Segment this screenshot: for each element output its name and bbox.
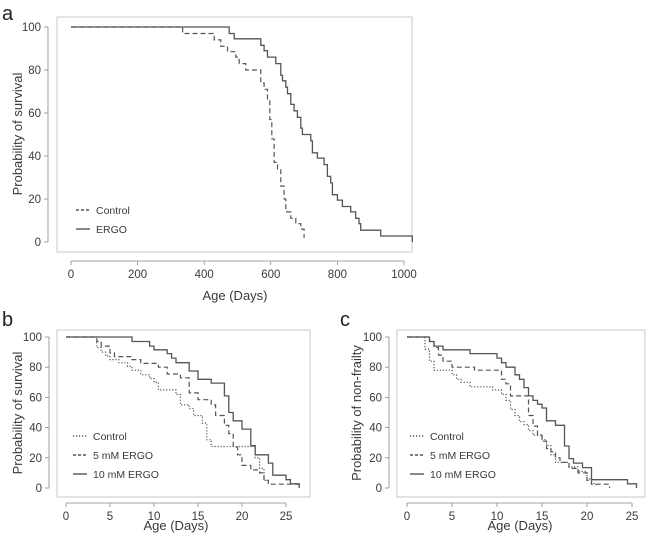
panel-c-y-tick-label: 40 xyxy=(369,423,382,435)
panel-b-series-control xyxy=(66,336,269,485)
panel-a-x-tick-label: 800 xyxy=(328,269,347,281)
panel-c-y-axis-title: Probability of non-frailty xyxy=(349,345,364,481)
panel-b-y-tick-label: 100 xyxy=(23,332,42,344)
panel-c-series-control xyxy=(407,336,597,487)
panel-c-x-tick-label: 5 xyxy=(449,511,455,523)
panel-a-label: a xyxy=(2,3,14,25)
panel-a: a Age (Days) Probability of survival 0 20… xyxy=(2,3,417,303)
panel-c: c Age (Days) Probability of non-frailty … xyxy=(340,309,646,533)
panel-b-legend-label: 10 mM ERGO xyxy=(93,469,159,481)
panel-c-y-tick-label: 0 xyxy=(376,483,382,495)
panel-b-y-tick-label: 80 xyxy=(29,362,42,374)
panel-b-label: b xyxy=(2,309,13,331)
panel-c-plot-frame xyxy=(396,329,646,498)
panel-a-x-tick-label: 1000 xyxy=(391,269,417,281)
panel-a-plot-frame xyxy=(56,16,413,253)
panel-b-y-tick-label: 20 xyxy=(29,453,42,465)
panel-b-y-tick-label: 0 xyxy=(36,483,42,495)
panel-a-x-tick-label: 200 xyxy=(128,269,147,281)
panel-b: b Age (Days) Probability of survival 0 5 1… xyxy=(2,309,311,533)
panel-b-x-tick-label: 5 xyxy=(107,511,113,523)
panel-a-y-tick-label: 0 xyxy=(35,237,41,249)
panel-b-y-tick-label: 40 xyxy=(29,423,42,435)
panel-b-x-tick-label: 20 xyxy=(236,511,249,523)
panel-a-x-tick-label: 400 xyxy=(195,269,214,281)
panel-b-x-tick-label: 10 xyxy=(148,511,161,523)
panel-c-legend-label: 10 mM ERGO xyxy=(430,469,496,481)
panel-c-x-tick-label: 20 xyxy=(581,511,594,523)
panel-c-x-tick-label: 10 xyxy=(491,511,504,523)
panel-c-y-tick-label: 100 xyxy=(363,332,382,344)
panel-c-x-axis-title: Age (Days) xyxy=(487,518,552,533)
panel-c-label: c xyxy=(340,309,350,331)
panel-b-x-tick-label: 25 xyxy=(280,511,293,523)
panel-a-x-tick-label: 0 xyxy=(68,269,74,281)
panel-c-legend-label: Control xyxy=(430,431,464,443)
panel-b-x-tick-label: 15 xyxy=(192,511,205,523)
panel-a-x-axis-title: Age (Days) xyxy=(202,288,267,303)
panel-b-series-10-mm-ergo xyxy=(66,336,300,488)
panel-b-legend-label: 5 mM ERGO xyxy=(93,450,153,462)
panel-a-legend-label: ERGO xyxy=(96,224,127,236)
panel-c-y-tick-label: 60 xyxy=(369,392,382,404)
panel-a-y-tick-label: 60 xyxy=(28,108,41,120)
panel-a-y-tick-label: 20 xyxy=(28,194,41,206)
panel-b-plot-frame xyxy=(56,329,311,498)
panel-b-x-axis-title: Age (Days) xyxy=(143,518,208,533)
panel-c-x-tick-label: 15 xyxy=(536,511,549,523)
panel-b-series-5-mm-ergo xyxy=(66,336,300,488)
panel-c-x-tick-label: 0 xyxy=(404,511,410,523)
panel-a-y-tick-label: 40 xyxy=(28,151,41,163)
panel-a-x-tick-label: 600 xyxy=(261,269,280,281)
panel-c-series-5-mm-ergo xyxy=(407,336,611,488)
panel-a-series-control xyxy=(71,26,305,238)
panel-b-x-tick-label: 0 xyxy=(63,511,69,523)
panel-a-legend-label: Control xyxy=(96,205,130,217)
panel-a-y-axis-title: Probability of survival xyxy=(10,72,25,195)
panel-c-series-10-mm-ergo xyxy=(407,336,638,488)
panel-a-series-ergo xyxy=(71,26,413,242)
panel-a-y-tick-label: 80 xyxy=(28,65,41,77)
panel-c-y-tick-label: 80 xyxy=(369,362,382,374)
panel-c-x-tick-label: 25 xyxy=(626,511,639,523)
panel-b-y-tick-label: 60 xyxy=(29,392,42,404)
panel-b-y-axis-title: Probability of survival xyxy=(10,351,25,474)
panel-b-legend-label: Control xyxy=(93,431,127,443)
panel-c-y-tick-label: 20 xyxy=(369,453,382,465)
panel-c-legend-label: 5 mM ERGO xyxy=(430,450,490,462)
panel-a-y-tick-label: 100 xyxy=(22,22,41,34)
